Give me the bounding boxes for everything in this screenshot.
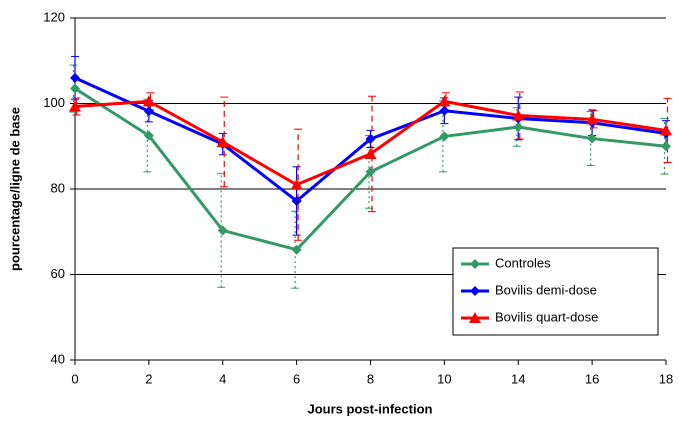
marker	[439, 105, 450, 116]
marker	[143, 106, 154, 117]
x-tick-label: 0	[71, 371, 78, 386]
legend-label: Bovilis demi-dose	[495, 282, 597, 297]
x-tick-label: 8	[367, 371, 374, 386]
y-tick-label: 40	[51, 351, 65, 366]
error-bar	[72, 97, 81, 116]
legend: Controles Bovilis demi-dose Bovilis quart-…	[452, 247, 659, 336]
marker	[216, 135, 229, 147]
legend-label: Controles	[495, 255, 551, 270]
marker	[439, 131, 450, 142]
x-tick-label: 16	[585, 371, 599, 386]
x-axis-label: Jours post-infection	[308, 401, 433, 416]
marker	[365, 133, 376, 144]
marker	[587, 133, 598, 144]
marker	[586, 113, 599, 125]
y-tick-label: 120	[43, 9, 65, 24]
y-axis-label: pourcentage/ligne de base	[7, 107, 22, 271]
marker	[70, 83, 80, 94]
x-tick-label: 10	[437, 371, 451, 386]
legend-marker	[469, 312, 481, 323]
marker	[513, 122, 524, 133]
marker	[291, 195, 302, 206]
marker	[143, 130, 154, 141]
legend-marker	[470, 286, 480, 296]
x-tick-label: 6	[293, 371, 300, 386]
marker	[69, 100, 81, 112]
error-bar	[368, 95, 376, 213]
marker	[142, 95, 155, 107]
y-tick-label: 100	[43, 95, 65, 110]
error-bar	[291, 210, 300, 289]
x-tick-label: 4	[219, 371, 226, 386]
marker	[70, 72, 80, 83]
marker	[438, 95, 451, 107]
legend-marker	[470, 259, 480, 269]
x-tick-label: 2	[145, 371, 152, 386]
marker	[512, 109, 525, 121]
marker	[660, 124, 672, 136]
marker	[217, 225, 228, 236]
marker	[364, 147, 377, 159]
y-tick-label: 60	[51, 266, 65, 281]
marker	[290, 178, 303, 190]
x-tick-label: 18	[659, 371, 673, 386]
x-tick-label: 14	[511, 371, 525, 386]
legend-label: Bovilis quart-dose	[495, 309, 598, 324]
marker	[291, 244, 302, 255]
marker	[365, 166, 376, 177]
y-tick-label: 80	[51, 180, 65, 195]
marker	[661, 141, 671, 152]
